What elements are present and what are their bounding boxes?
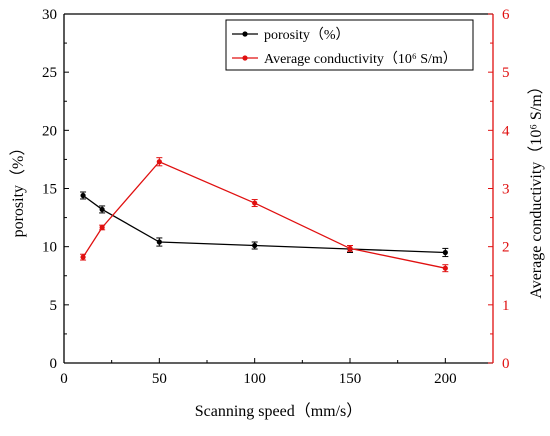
data-point bbox=[80, 254, 86, 260]
legend-swatch-marker bbox=[242, 55, 248, 61]
y-left-tick-label: 5 bbox=[50, 298, 58, 314]
y-right-tick-label: 6 bbox=[502, 7, 510, 23]
x-tick-label: 200 bbox=[434, 371, 457, 387]
data-point bbox=[442, 249, 448, 256]
series-layer bbox=[80, 157, 449, 273]
y-right-tick-label: 1 bbox=[502, 298, 510, 314]
data-point bbox=[156, 239, 162, 245]
y-left-tick-label: 25 bbox=[42, 65, 57, 81]
y-right-tick-label: 0 bbox=[502, 356, 510, 372]
data-point bbox=[80, 192, 86, 199]
x-axis-title: Scanning speed（mm/s） bbox=[195, 402, 363, 420]
data-point bbox=[252, 242, 258, 249]
x-tick-label: 150 bbox=[339, 371, 362, 387]
legend-box bbox=[225, 19, 474, 71]
data-point bbox=[442, 265, 448, 271]
y-right-tick-label: 4 bbox=[502, 123, 510, 139]
y-right-tick-label: 5 bbox=[502, 65, 510, 81]
legend-label: porosity（%） bbox=[264, 27, 350, 43]
x-tick-label: 100 bbox=[243, 371, 266, 387]
series-0 bbox=[80, 191, 449, 258]
x-tick-label: 50 bbox=[152, 371, 167, 387]
series-1 bbox=[80, 157, 449, 273]
x-tick-label: 0 bbox=[60, 371, 68, 387]
series-line bbox=[82, 194, 446, 254]
y-left-tick-label: 15 bbox=[42, 182, 57, 198]
y-left-tick-label: 20 bbox=[42, 123, 57, 139]
legend-swatch-marker bbox=[242, 31, 248, 37]
y-right-tick-label: 2 bbox=[502, 240, 510, 256]
y-left-tick-label: 10 bbox=[42, 240, 57, 256]
data-point bbox=[99, 224, 105, 231]
y-axis-left-title: porosity（%） bbox=[9, 140, 27, 238]
data-point bbox=[252, 200, 258, 206]
legend: porosity（%） Average conductivity（10⁶ S/m） bbox=[225, 19, 474, 71]
data-point bbox=[156, 159, 162, 165]
legend-label: Average conductivity（10⁶ S/m） bbox=[264, 51, 457, 67]
y-right-tick-label: 3 bbox=[502, 182, 510, 198]
y-axis-right-title: Average conductivity（10⁶ S/m） bbox=[527, 78, 545, 298]
y-left-tick-label: 0 bbox=[50, 356, 58, 372]
series-line bbox=[82, 160, 446, 269]
axes: 0 50 100 150 200 0 5 10 15 20 25 30 0 1 2 3 4 5 6 bbox=[42, 7, 510, 387]
y-left-tick-label: 30 bbox=[42, 7, 57, 23]
data-point bbox=[347, 245, 353, 252]
data-point bbox=[99, 206, 105, 213]
